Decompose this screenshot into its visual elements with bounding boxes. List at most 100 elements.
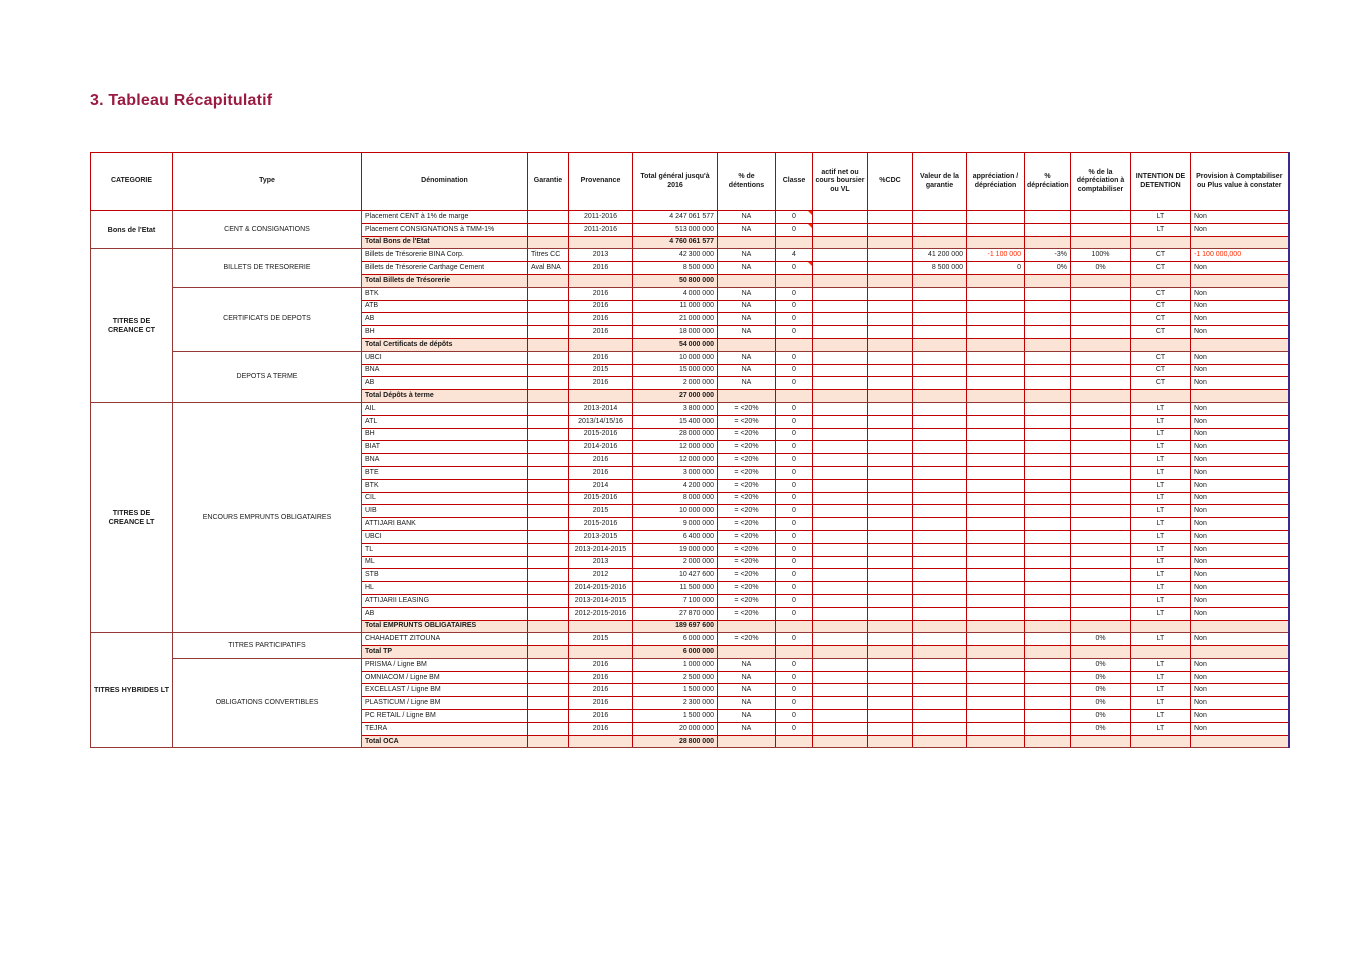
provenance-cell: 2012-2015-2016	[568, 606, 633, 621]
empty-cell	[775, 389, 813, 403]
total-value-cell: 189 697 600	[632, 619, 718, 634]
provenance-cell: 2011-2016	[568, 210, 633, 224]
classe-cell: 0	[775, 491, 813, 506]
provenance-cell: 2016	[568, 299, 633, 314]
actif-net-cell	[812, 299, 868, 314]
type-cell: OBLIGATIONS CONVERTIBLES	[172, 657, 362, 749]
appreciation-cell	[966, 555, 1025, 570]
classe-cell: 0	[775, 504, 813, 519]
total-cell: 4 200 000	[632, 478, 718, 493]
table-row: Bons de l'Etat CENT & CONSIGNATIONS Placem…	[90, 209, 1289, 250]
column-header-denom: Dénomination	[361, 152, 528, 211]
detention-cell: = <20%	[717, 593, 776, 608]
actif-net-cell	[812, 453, 868, 467]
recap-table: CATEGORIE Type Dénomination Garantie Provena…	[90, 152, 1290, 749]
denomination-cell: Billets de Trésorerie Carthage Cement	[361, 261, 528, 275]
detention-cell: NA	[717, 657, 776, 672]
empty-cell	[1024, 235, 1071, 250]
total-cell: 3 800 000	[632, 401, 718, 416]
table-header: CATEGORIE Type Dénomination Garantie Provena…	[90, 152, 1289, 211]
cdc-cell	[867, 376, 913, 391]
garantie-cell	[527, 235, 569, 250]
actif-net-cell	[812, 683, 868, 698]
total-cell: 12 000 000	[632, 440, 718, 455]
garantie-cell	[527, 273, 569, 288]
appreciation-cell	[966, 696, 1025, 711]
cdc-cell	[867, 581, 913, 595]
classe-cell: 0	[775, 222, 813, 237]
empty-cell	[966, 734, 1025, 749]
cdc-cell	[867, 504, 913, 519]
dep-comptabiliser-cell	[1070, 350, 1131, 365]
appreciation-cell	[966, 657, 1025, 672]
total-value-cell: 27 000 000	[632, 389, 718, 403]
empty-cell	[717, 337, 776, 352]
actif-net-cell	[812, 593, 868, 608]
denomination-cell: ATTIJARII LEASING	[361, 593, 528, 608]
intention-cell: LT	[1130, 709, 1191, 723]
dep-comptabiliser-cell	[1070, 440, 1131, 455]
cdc-cell	[867, 606, 913, 621]
valeur-garantie-cell	[912, 427, 967, 442]
empty-cell	[867, 235, 913, 250]
header-row: CATEGORIE Type Dénomination Garantie Provena…	[90, 152, 1289, 211]
garantie-cell	[527, 645, 569, 659]
total-cell: 10 000 000	[632, 504, 718, 519]
appreciation-cell	[966, 542, 1025, 557]
cdc-cell	[867, 440, 913, 455]
appreciation-cell	[966, 670, 1025, 685]
denomination-cell: BTE	[361, 465, 528, 480]
depreciation-pct-cell: -3%	[1024, 248, 1071, 263]
garantie-cell: Titres CC	[527, 248, 569, 263]
garantie-cell	[527, 440, 569, 455]
empty-cell	[1070, 337, 1131, 352]
dep-comptabiliser-cell	[1070, 606, 1131, 621]
detention-cell: = <20%	[717, 465, 776, 480]
empty-cell	[812, 734, 868, 749]
empty-cell	[775, 645, 813, 659]
denomination-cell: PC RETAIL / Ligne BM	[361, 709, 528, 723]
provision-cell: Non	[1190, 401, 1289, 416]
cdc-cell	[867, 517, 913, 531]
table-row: ATL 2013/14/15/16 15 400 000 = <20% 0 LT Non	[91, 414, 1289, 429]
provenance-cell: 2016	[568, 657, 633, 672]
dep-comptabiliser-cell: 0%	[1070, 683, 1131, 698]
appreciation-cell	[966, 504, 1025, 519]
depreciation-pct-cell	[1024, 376, 1071, 391]
dep-comptabiliser-cell	[1070, 568, 1131, 583]
provenance-cell: 2016	[568, 696, 633, 711]
valeur-garantie-cell	[912, 593, 967, 608]
intention-cell: LT	[1130, 529, 1191, 544]
actif-net-cell	[812, 581, 868, 595]
intention-cell: LT	[1130, 593, 1191, 608]
intention-cell: LT	[1130, 568, 1191, 583]
total-value-cell: 28 800 000	[632, 734, 718, 749]
garantie-cell	[527, 427, 569, 442]
total-cell: 2 000 000	[632, 376, 718, 391]
valeur-garantie-cell	[912, 325, 967, 339]
classe-cell: 0	[775, 670, 813, 685]
empty-cell	[717, 389, 776, 403]
table-row: TITRES HYBRIDES LT TITRES PARTICIPATIFS CH…	[90, 632, 1289, 749]
dep-comptabiliser-cell: 0%	[1070, 632, 1131, 647]
depreciation-pct-cell	[1024, 440, 1071, 455]
recap-table-container: CATEGORIE Type Dénomination Garantie Provena…	[90, 152, 1290, 749]
actif-net-cell	[812, 606, 868, 621]
dep-comptabiliser-cell	[1070, 593, 1131, 608]
intention-cell: LT	[1130, 581, 1191, 595]
detention-cell: = <20%	[717, 440, 776, 455]
column-header-appr: appréciation / dépréciation	[966, 152, 1025, 211]
intention-cell: LT	[1130, 632, 1191, 647]
provenance-cell: 2016	[568, 312, 633, 327]
provenance-cell	[568, 389, 633, 403]
appreciation-cell	[966, 286, 1025, 301]
provision-cell: Non	[1190, 555, 1289, 570]
empty-cell	[912, 619, 967, 634]
actif-net-cell	[812, 504, 868, 519]
table-row: ATB 2016 11 000 000 NA 0 CT Non	[91, 299, 1289, 314]
total-cell: 27 870 000	[632, 606, 718, 621]
garantie-cell	[527, 376, 569, 391]
total-label-cell: Total EMPRUNTS OBLIGATAIRES	[361, 619, 528, 634]
total-label-cell: Total Certificats de dépôts	[361, 337, 528, 352]
classe-cell: 0	[775, 312, 813, 327]
